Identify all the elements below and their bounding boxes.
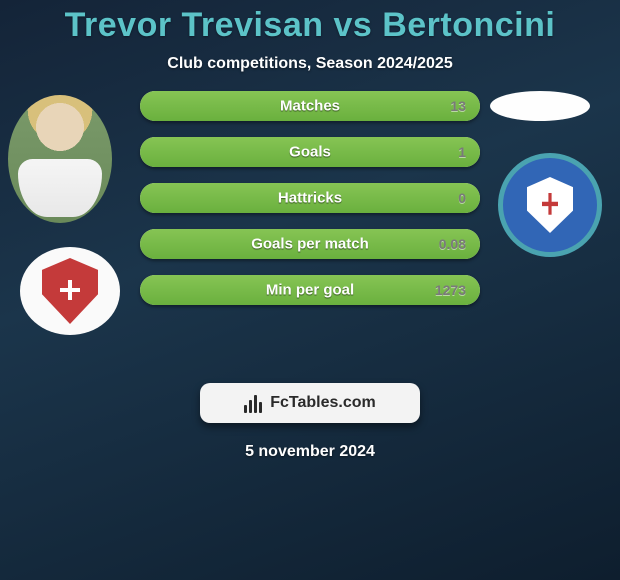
club-right-badge (498, 153, 602, 257)
stats-area: Matches13Goals1Hattricks0Goals per match… (0, 103, 620, 363)
stat-label: Hattricks (278, 190, 342, 207)
stat-val-right: 13 (450, 98, 466, 114)
stat-label: Matches (280, 98, 340, 115)
stat-label: Min per goal (266, 282, 354, 299)
stat-val-right: 0 (458, 190, 466, 206)
stat-label: Goals per match (251, 236, 369, 253)
player-left-avatar (8, 95, 112, 223)
stat-val-right: 1 (458, 144, 466, 160)
stat-val-right: 1273 (435, 282, 466, 298)
date-label: 5 november 2024 (0, 443, 620, 461)
page-title: Trevor Trevisan vs Bertoncini (0, 6, 620, 45)
stat-pill: Min per goal 1273 (140, 275, 480, 305)
stat-pill: Matches 13 (140, 91, 480, 121)
bar-chart-icon (244, 393, 264, 413)
stat-pill: Goals per match 0.08 (140, 229, 480, 259)
stat-label: Goals (289, 144, 331, 161)
page-subtitle: Club competitions, Season 2024/2025 (0, 55, 620, 73)
branding-watermark[interactable]: FcTables.com (200, 383, 420, 423)
stat-pill: Hattricks 0 (140, 183, 480, 213)
club-left-badge (20, 247, 120, 335)
stat-pills-container: Matches 13 Goals 1 Hattricks 0 Goals per match… (140, 91, 480, 321)
branding-text: FcTables.com (270, 394, 376, 412)
stat-pill: Goals 1 (140, 137, 480, 167)
player-right-avatar (490, 91, 590, 121)
stat-val-right: 0.08 (439, 236, 466, 252)
content-root: Trevor Trevisan vs Bertoncini Club compe… (0, 0, 620, 580)
